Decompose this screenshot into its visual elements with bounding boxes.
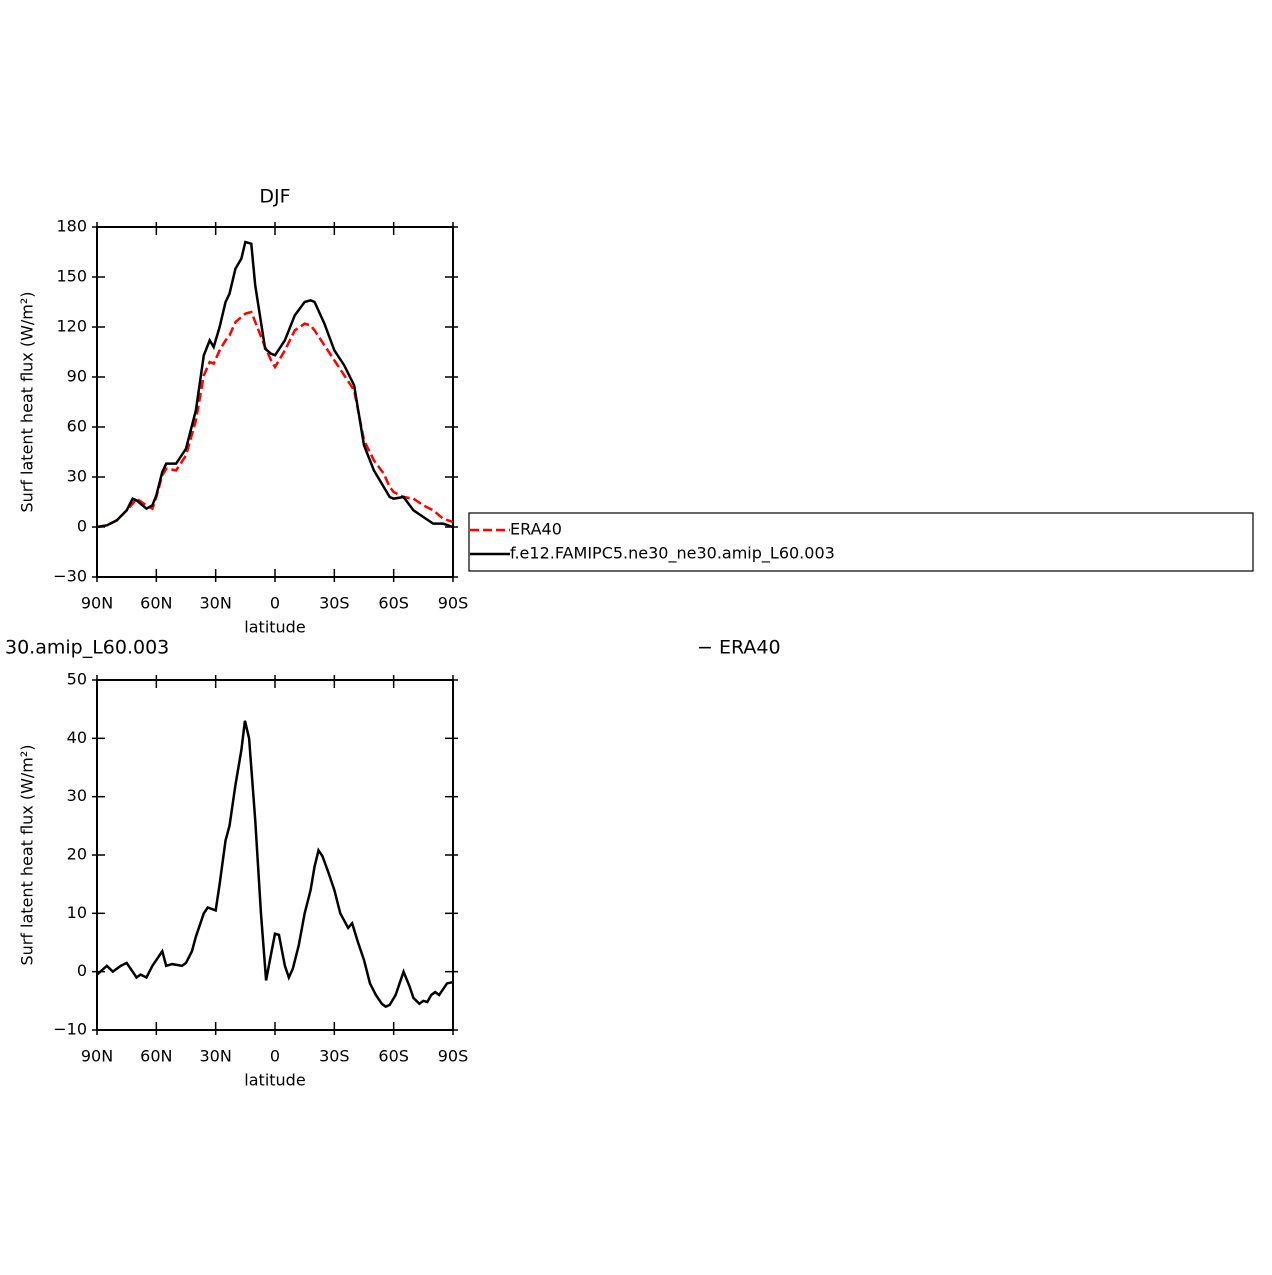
- x-tick-label: 30N: [200, 1047, 232, 1066]
- y-tick-label: 0: [77, 961, 87, 980]
- y-tick-label: 90: [67, 367, 87, 386]
- plot-frame: [96, 226, 454, 578]
- y-tick-label: 30: [67, 467, 87, 486]
- chart-title: 30.amip_L60.003: [5, 637, 169, 659]
- y-tick-label: −10: [53, 1020, 87, 1039]
- y-tick-label: 40: [67, 728, 87, 747]
- legend-label: ERA40: [510, 520, 562, 539]
- series-line: [96, 720, 454, 1009]
- x-tick-label: 30S: [319, 1047, 350, 1066]
- y-tick-label: 30: [67, 786, 87, 805]
- y-tick-label: 180: [56, 217, 87, 236]
- y-tick-label: 10: [67, 903, 87, 922]
- x-tick-label: 60S: [378, 594, 409, 613]
- y-axis-label: Surf latent heat flux (W/m²): [18, 744, 37, 965]
- x-tick-label: 30S: [319, 594, 350, 613]
- y-tick-label: 0: [77, 517, 87, 536]
- legend-box: [468, 512, 1254, 572]
- y-tick-label: −30: [53, 567, 87, 586]
- x-tick-label: 90S: [438, 1047, 469, 1066]
- x-tick-label: 90N: [81, 594, 113, 613]
- y-tick-label: 20: [67, 845, 87, 864]
- x-tick-label: 0: [270, 1047, 280, 1066]
- x-tick-label: 90N: [81, 1047, 113, 1066]
- series-line: [96, 310, 454, 529]
- x-tick-label: 60N: [140, 1047, 172, 1066]
- y-axis-label: Surf latent heat flux (W/m²): [18, 291, 37, 512]
- x-tick-label: 60S: [378, 1047, 409, 1066]
- x-axis-label: latitude: [244, 618, 305, 637]
- chart-title: − ERA40: [697, 637, 781, 659]
- x-tick-label: 90S: [438, 594, 469, 613]
- x-tick-label: 60N: [140, 594, 172, 613]
- x-tick-label: 0: [270, 594, 280, 613]
- plot-frame: [96, 679, 454, 1031]
- legend-label: f.e12.FAMIPC5.ne30_ne30.amip_L60.003: [510, 544, 835, 564]
- y-tick-label: 150: [56, 267, 87, 286]
- x-axis-label: latitude: [244, 1071, 305, 1090]
- y-tick-label: 50: [67, 670, 87, 689]
- y-tick-label: 60: [67, 417, 87, 436]
- series-line: [96, 240, 454, 529]
- y-tick-label: 120: [56, 317, 87, 336]
- x-tick-label: 30N: [200, 594, 232, 613]
- chart-title: DJF: [259, 186, 290, 208]
